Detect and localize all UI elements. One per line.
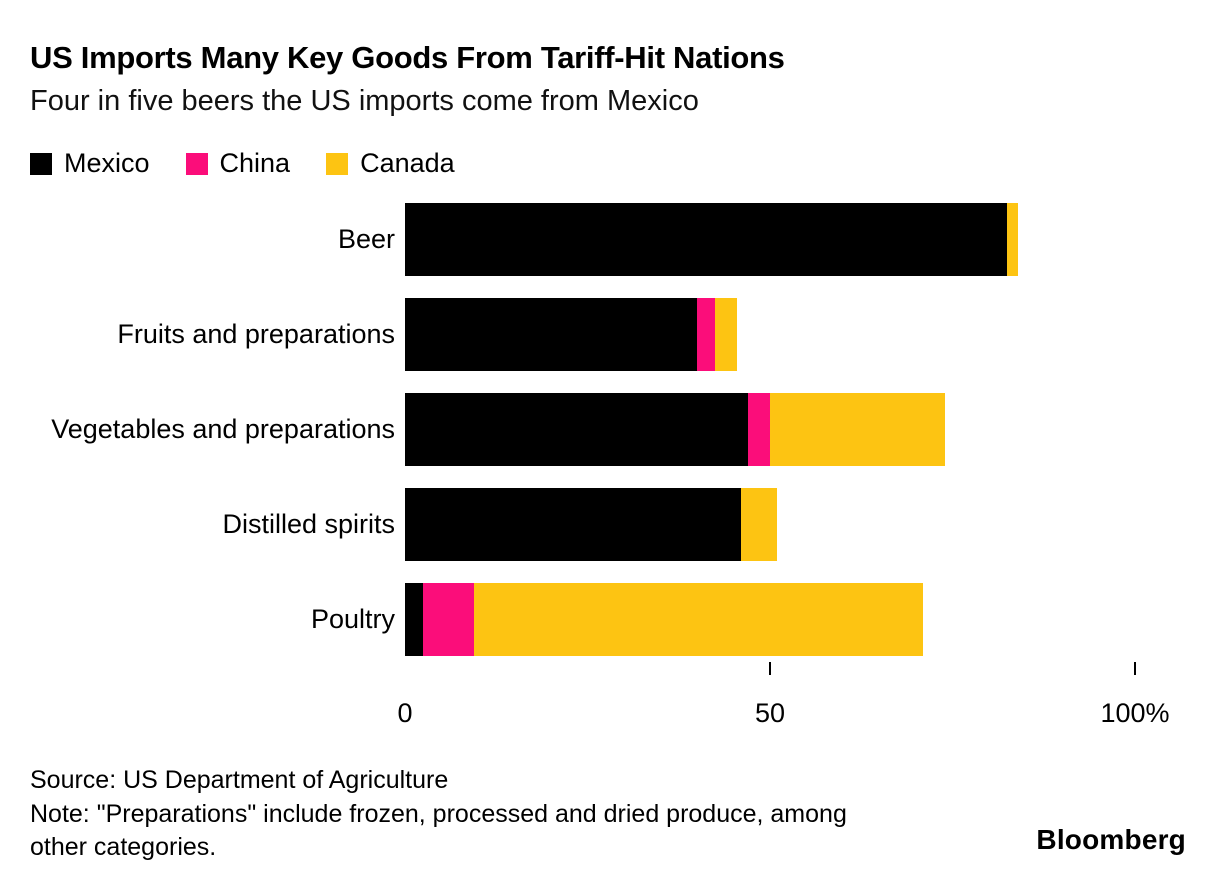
- bar-segment-canada: [474, 583, 924, 656]
- bar-track: [405, 488, 1135, 561]
- chart-subtitle: Four in five beers the US imports come f…: [30, 85, 699, 117]
- category-label: Beer: [337, 224, 395, 254]
- bar-track: [405, 583, 1135, 656]
- bar-segment-canada: [1007, 203, 1019, 276]
- chart-row: Distilled spirits: [30, 488, 1135, 561]
- category-label: Vegetables and preparations: [51, 414, 395, 444]
- bar-segment-canada: [740, 488, 778, 561]
- x-axis: 0 50 100%: [397, 660, 1170, 735]
- axis-tick-mark: [769, 662, 771, 675]
- bar-segment-mexico: [405, 583, 424, 656]
- bar-segment-mexico: [405, 203, 1008, 276]
- axis-tick-mark: [1134, 662, 1136, 675]
- bar-segment-canada: [769, 393, 946, 466]
- chart-row: Beer: [30, 203, 1135, 276]
- axis-tick-label: 50: [754, 698, 786, 728]
- legend-swatch-china: [185, 152, 208, 175]
- category-label: Fruits and preparations: [117, 319, 395, 349]
- bar-track: [405, 298, 1135, 371]
- source-text: Source: US Department of Agriculture: [30, 766, 449, 794]
- axis-tick-label: 0: [397, 698, 413, 728]
- bar-segment-china: [748, 393, 770, 466]
- chart-row: Fruits and preparations: [30, 298, 1135, 371]
- bar-segment-mexico: [405, 298, 697, 371]
- bar-segment-mexico: [405, 488, 741, 561]
- legend-item-mexico: Mexico: [30, 148, 150, 179]
- legend-label: Canada: [360, 148, 455, 178]
- legend-swatch-mexico: [30, 152, 52, 175]
- legend-label: China: [219, 148, 291, 178]
- legend-label: Mexico: [64, 148, 150, 178]
- stacked-bar-chart: Beer Fruits and preparations Vegetables an…: [30, 203, 1135, 656]
- bloomberg-logo: Bloomberg: [1036, 824, 1186, 855]
- bar-track: [405, 393, 1135, 466]
- chart-row: Vegetables and preparations: [30, 393, 1135, 466]
- chart-title: US Imports Many Key Goods From Tariff-Hi…: [30, 40, 785, 75]
- note-text: Note: "Preparations" include frozen, pro…: [30, 800, 847, 861]
- bar-segment-canada: [715, 298, 738, 371]
- chart-row: Poultry: [30, 583, 1135, 656]
- axis-tick-label: 100%: [1100, 698, 1170, 728]
- category-label: Poultry: [310, 604, 395, 634]
- bar-track: [405, 203, 1135, 276]
- bar-segment-mexico: [405, 393, 749, 466]
- bar-segment-china: [423, 583, 475, 656]
- bar-segment-china: [697, 298, 716, 371]
- legend-item-canada: Canada: [326, 148, 455, 179]
- legend: Mexico China Canada: [30, 148, 455, 179]
- legend-item-china: China: [185, 148, 291, 179]
- legend-swatch-canada: [326, 152, 349, 175]
- category-label: Distilled spirits: [222, 509, 395, 539]
